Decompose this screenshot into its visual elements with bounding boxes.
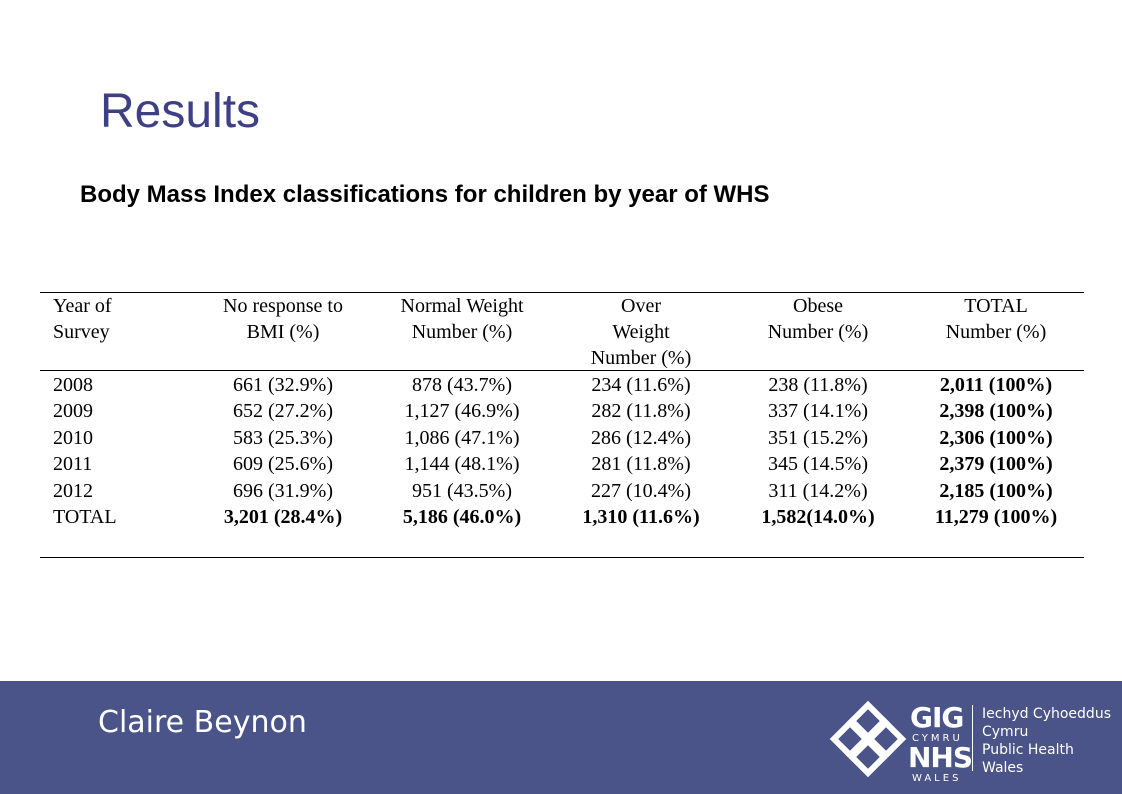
- table-caption: Body Mass Index classifications for chil…: [80, 181, 770, 208]
- logo-gig: GIG: [910, 701, 964, 734]
- logo-english: Public Health Wales: [982, 741, 1074, 777]
- table-cell: 227 (10.4%): [591, 479, 691, 502]
- header-cell: BMI (%): [246, 321, 320, 343]
- table-cell: 234 (11.6%): [591, 374, 691, 396]
- header-cell: Over: [621, 295, 661, 317]
- author: Claire Beynon: [98, 705, 307, 740]
- logo-knot: [829, 700, 907, 778]
- table-cell: 1,127 (46.9%): [404, 400, 520, 423]
- table-cell: 2,398 (100%): [939, 400, 1053, 423]
- logo-text: Cymru: [982, 724, 1029, 740]
- logo-welsh: Iechyd Cyhoeddus Cymru: [982, 705, 1111, 741]
- header-cell: TOTAL: [964, 295, 1028, 317]
- table-cell: 2,011 (100%): [939, 374, 1053, 396]
- header-cell: No response to: [223, 295, 343, 317]
- table-cell: 1,086 (47.1%): [404, 426, 520, 449]
- table-cell: 2010: [53, 426, 93, 449]
- logo-cymru: CYMRU: [912, 733, 963, 744]
- logo-divider: [972, 705, 973, 771]
- table-cell: 3,201 (28.4%): [223, 506, 343, 528]
- table-cell: 345 (14.5%): [768, 453, 868, 476]
- header-cell: Number (%): [411, 321, 513, 343]
- table-cell: 311 (14.2%): [768, 479, 868, 502]
- header-cell: Number (%): [945, 321, 1047, 343]
- header-cell: Number (%): [590, 347, 692, 369]
- table-cell: 583 (25.3%): [233, 426, 333, 449]
- table-cell: 11,279 (100%): [934, 506, 1058, 528]
- header-cell: Weight: [612, 321, 670, 343]
- table-cell: 282 (11.8%): [591, 400, 691, 423]
- table-rule: [40, 370, 1084, 371]
- table-cell: 238 (11.8%): [768, 374, 868, 396]
- footer-band: Claire Beynon GIG CYMRU NHS WALES Iechyd…: [0, 681, 1122, 794]
- table-cell: 1,310 (11.6%): [582, 506, 700, 528]
- logo-nhs: NHS: [908, 741, 973, 774]
- table-cell: 1,582(14.0%): [761, 506, 875, 528]
- table-cell: 696 (31.9%): [233, 479, 333, 502]
- table-cell: 661 (32.9%): [233, 374, 333, 396]
- logo-text: Wales: [982, 760, 1024, 776]
- header-cell: Survey: [53, 321, 110, 343]
- table-cell: 281 (11.8%): [591, 453, 691, 476]
- table-cell: 2,185 (100%): [939, 479, 1053, 502]
- table-cell: 2012: [53, 479, 93, 502]
- table-cell: 951 (43.5%): [412, 479, 512, 502]
- logo-text: Public Health: [982, 742, 1074, 758]
- table-cell: 2,306 (100%): [939, 426, 1053, 449]
- header-cell: Obese: [793, 295, 843, 317]
- table-cell: 2,379 (100%): [939, 453, 1053, 476]
- logo-wales: WALES: [912, 773, 962, 784]
- table-cell: 2008: [53, 374, 93, 396]
- table-cell: 351 (15.2%): [768, 426, 868, 449]
- table-cell: 286 (12.4%): [591, 426, 691, 449]
- table-cell: 2009: [53, 400, 93, 423]
- table-cell: 1,144 (48.1%): [404, 453, 520, 476]
- header-cell: Normal Weight: [400, 295, 524, 317]
- table-rule: [40, 292, 1084, 293]
- slide-title: Results: [100, 85, 261, 138]
- header-cell: Number (%): [767, 321, 869, 343]
- table-cell: 337 (14.1%): [768, 400, 868, 423]
- table-cell: TOTAL: [53, 506, 117, 528]
- table-cell: 609 (25.6%): [233, 453, 333, 476]
- table-cell: 652 (27.2%): [233, 400, 333, 423]
- table-cell: 878 (43.7%): [412, 374, 512, 396]
- header-cell: Year of: [53, 295, 112, 317]
- logo-text: Iechyd Cyhoeddus: [982, 706, 1111, 722]
- table-cell: 5,186 (46.0%): [402, 506, 522, 528]
- table-rule: [40, 557, 1084, 558]
- table-cell: 2011: [53, 453, 93, 476]
